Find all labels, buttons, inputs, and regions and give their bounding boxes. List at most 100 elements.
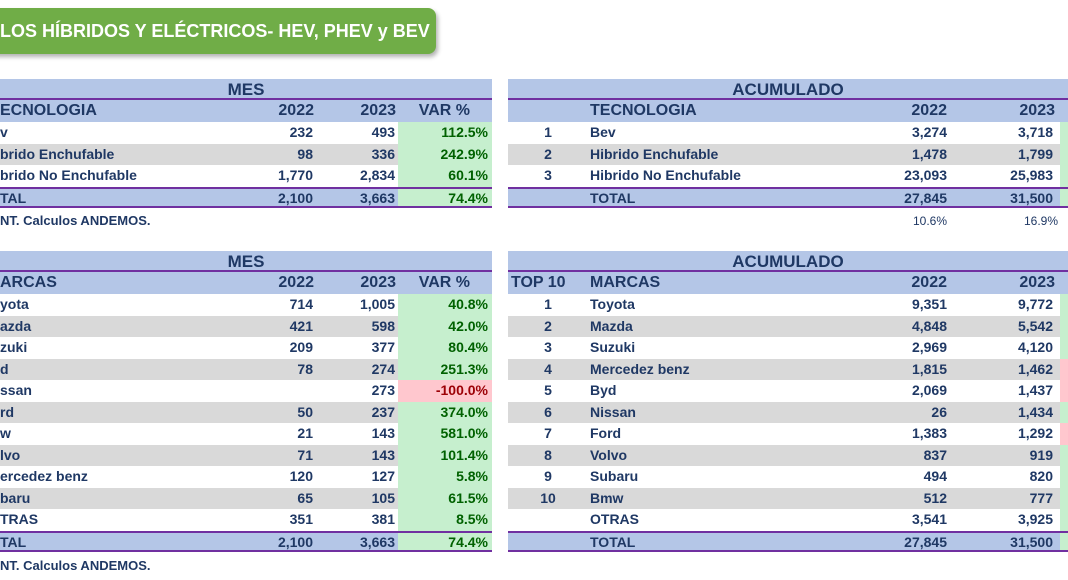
value-2023: 1,005 bbox=[359, 296, 395, 312]
row-label: OTRAS bbox=[590, 511, 639, 527]
table-row: OTRAS 3,541 3,925 bbox=[508, 509, 1068, 531]
value-2023: 143 bbox=[371, 446, 395, 463]
var-cell-strip bbox=[1060, 358, 1068, 380]
header-label: ARCAS bbox=[0, 274, 57, 291]
row-label: TAL bbox=[0, 189, 27, 206]
value-2022: 1,815 bbox=[911, 360, 947, 377]
row-label: lvo bbox=[0, 446, 21, 463]
value-2023: 2,834 bbox=[359, 167, 395, 183]
row-label: Mazda bbox=[590, 317, 633, 334]
table-row: 3 Hibrido No Enchufable 23,093 25,983 bbox=[508, 165, 1068, 187]
row-label: brido No Enchufable bbox=[0, 167, 137, 183]
table-row: 2 Hibrido Enchufable 1,478 1,799 bbox=[508, 143, 1068, 165]
table-row: 1 Bev 3,274 3,718 bbox=[508, 122, 1068, 144]
value-2023: 105 bbox=[371, 489, 395, 506]
value-2022: 50 bbox=[297, 403, 313, 420]
value-2022: 4,848 bbox=[911, 317, 947, 334]
header-row: ECNOLOGIA 2022 2023 VAR % bbox=[0, 100, 492, 122]
header-rank: TOP 10 bbox=[511, 274, 566, 291]
value-2023: 25,983 bbox=[1010, 167, 1053, 183]
row-label: ercedez benz bbox=[0, 468, 88, 484]
table-row: yota 714 1,005 40.8% bbox=[0, 294, 492, 316]
value-2022: 2,100 bbox=[277, 533, 313, 550]
value-2023: 598 bbox=[371, 317, 395, 334]
share-2023: 16.9% bbox=[1023, 214, 1058, 228]
row-label: Hibrido No Enchufable bbox=[590, 167, 741, 183]
var-percent: 80.4% bbox=[398, 337, 492, 359]
value-2022: 78 bbox=[297, 360, 313, 377]
value-2023: 4,120 bbox=[1017, 339, 1053, 355]
value-2022: 21 bbox=[297, 425, 313, 441]
header-2022: 2022 bbox=[911, 102, 947, 119]
header-2022: 2022 bbox=[278, 102, 314, 119]
table-row: ssan 273 -100.0% bbox=[0, 380, 492, 402]
value-2022: 2,100 bbox=[277, 189, 313, 206]
value-2022: 98 bbox=[297, 145, 313, 162]
value-2023: 336 bbox=[371, 145, 395, 162]
rank: 9 bbox=[544, 468, 552, 484]
rank: 2 bbox=[544, 145, 552, 162]
row-label: azda bbox=[0, 317, 32, 334]
row-label: Toyota bbox=[590, 296, 635, 312]
value-2023: 1,434 bbox=[1017, 403, 1053, 420]
rank: 8 bbox=[544, 446, 552, 463]
row-label: Byd bbox=[590, 382, 617, 398]
value-2023: 237 bbox=[371, 403, 395, 420]
row-label: baru bbox=[0, 489, 31, 506]
value-2022: 120 bbox=[289, 468, 313, 484]
header-row: ARCAS 2022 2023 VAR % bbox=[0, 272, 492, 294]
var-cell-strip bbox=[1060, 315, 1068, 337]
header-2023: 2023 bbox=[1019, 274, 1055, 291]
value-2022: 27,845 bbox=[904, 533, 947, 550]
header-label: TECNOLOGIA bbox=[590, 102, 697, 119]
row-label: TOTAL bbox=[590, 533, 636, 550]
row-label: Volvo bbox=[590, 446, 628, 463]
var-cell-strip bbox=[1060, 122, 1068, 144]
row-label: Subaru bbox=[590, 468, 639, 484]
table-row: zuki 209 377 80.4% bbox=[0, 337, 492, 359]
table-row: 7 Ford 1,383 1,292 bbox=[508, 423, 1068, 445]
value-2023: 1,799 bbox=[1017, 145, 1053, 162]
table-row: lvo 71 143 101.4% bbox=[0, 444, 492, 466]
value-2022: 3,274 bbox=[911, 124, 947, 140]
value-2022: 23,093 bbox=[904, 167, 947, 183]
var-percent: 42.0% bbox=[398, 315, 492, 337]
value-2023: 3,718 bbox=[1017, 124, 1053, 140]
value-2022: 209 bbox=[289, 339, 313, 355]
var-percent: 374.0% bbox=[398, 401, 492, 423]
value-2022: 351 bbox=[289, 511, 313, 527]
total-row: TAL 2,100 3,663 74.4% bbox=[0, 530, 492, 552]
value-2023: 777 bbox=[1029, 489, 1053, 506]
var-cell-strip bbox=[1060, 423, 1068, 445]
value-2023: 493 bbox=[371, 124, 395, 140]
value-2023: 31,500 bbox=[1010, 533, 1053, 550]
var-percent: 112.5% bbox=[398, 122, 492, 144]
value-2022: 26 bbox=[931, 403, 947, 420]
value-2022: 3,541 bbox=[911, 511, 947, 527]
row-label: Ford bbox=[590, 425, 622, 441]
table-row: brido Enchufable 98 336 242.9% bbox=[0, 143, 492, 165]
value-2023: 3,663 bbox=[359, 189, 395, 206]
value-2022: 837 bbox=[923, 446, 947, 463]
value-2023: 3,663 bbox=[359, 533, 395, 550]
rank: 6 bbox=[544, 403, 552, 420]
var-cell-strip bbox=[1060, 337, 1068, 359]
header-var: VAR % bbox=[418, 102, 470, 119]
var-percent: 8.5% bbox=[398, 509, 492, 531]
table-row: 3 Suzuki 2,969 4,120 bbox=[508, 337, 1068, 359]
rank: 4 bbox=[544, 360, 552, 377]
table-row: rd 50 237 374.0% bbox=[0, 401, 492, 423]
total-row: TAL 2,100 3,663 74.4% bbox=[0, 186, 492, 208]
value-2022: 71 bbox=[297, 446, 313, 463]
var-cell-strip bbox=[1060, 294, 1068, 316]
row-label: TAL bbox=[0, 533, 27, 550]
header-label: MARCAS bbox=[590, 274, 661, 291]
row-label: rd bbox=[0, 403, 14, 420]
var-cell-strip bbox=[1060, 466, 1068, 488]
value-2023: 273 bbox=[371, 382, 395, 398]
rank: 3 bbox=[544, 167, 552, 183]
header-2023: 2023 bbox=[1019, 102, 1055, 119]
value-2023: 143 bbox=[371, 425, 395, 441]
value-2023: 820 bbox=[1029, 468, 1053, 484]
var-cell-strip bbox=[1060, 509, 1068, 531]
